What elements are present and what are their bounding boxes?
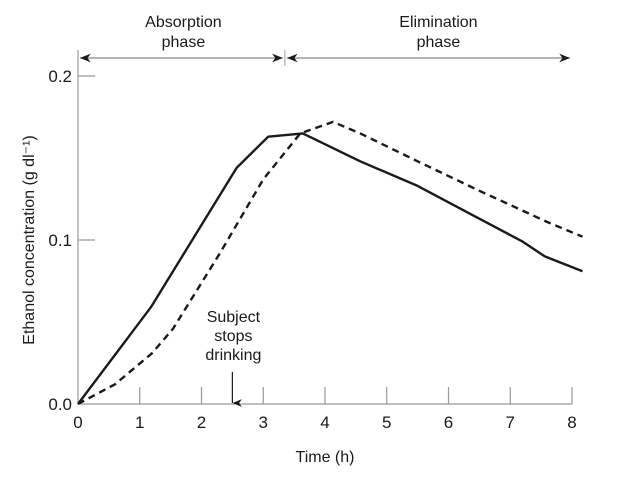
series-line-solid <box>77 132 583 405</box>
x-tick-label: 6 <box>444 413 453 432</box>
y-tick-label: 0.2 <box>48 67 72 86</box>
annotation-text-line: stops <box>214 328 252 345</box>
y-tick-label: 0.1 <box>48 231 72 250</box>
annotation-text-line: drinking <box>205 347 261 364</box>
x-tick-label: 8 <box>567 413 576 432</box>
x-tick-label: 7 <box>506 413 515 432</box>
phase-label-line1: Elimination <box>399 14 477 31</box>
y-ticks: 0.0 0.1 0.2 <box>48 67 95 414</box>
x-tick-label: 0 <box>73 413 82 432</box>
x-tick-label: 5 <box>382 413 391 432</box>
series-line-dashed <box>77 120 583 406</box>
x-tick-label: 4 <box>320 413 329 432</box>
x-tick-label: 3 <box>259 413 268 432</box>
y-axis-title: Ethanol concentration (g dl⁻¹) <box>21 135 38 344</box>
series-group <box>77 120 583 406</box>
x-tick-label: 1 <box>135 413 144 432</box>
phase-label-line1: Absorption <box>145 14 222 31</box>
x-axis-title: Time (h) <box>296 449 355 466</box>
x-tick-label: 2 <box>197 413 206 432</box>
y-tick-label: 0.0 <box>48 395 72 414</box>
phase-label-line2: phase <box>417 34 461 51</box>
phase-indicators: Absorption phase Elimination phase <box>77 14 570 66</box>
stop-drinking-annotation: Subject stops drinking <box>205 309 261 407</box>
x-ticks: 0 1 2 3 4 5 6 7 8 <box>73 387 577 432</box>
annotation-text-line: Subject <box>207 309 261 326</box>
phase-label-line2: phase <box>162 34 206 51</box>
